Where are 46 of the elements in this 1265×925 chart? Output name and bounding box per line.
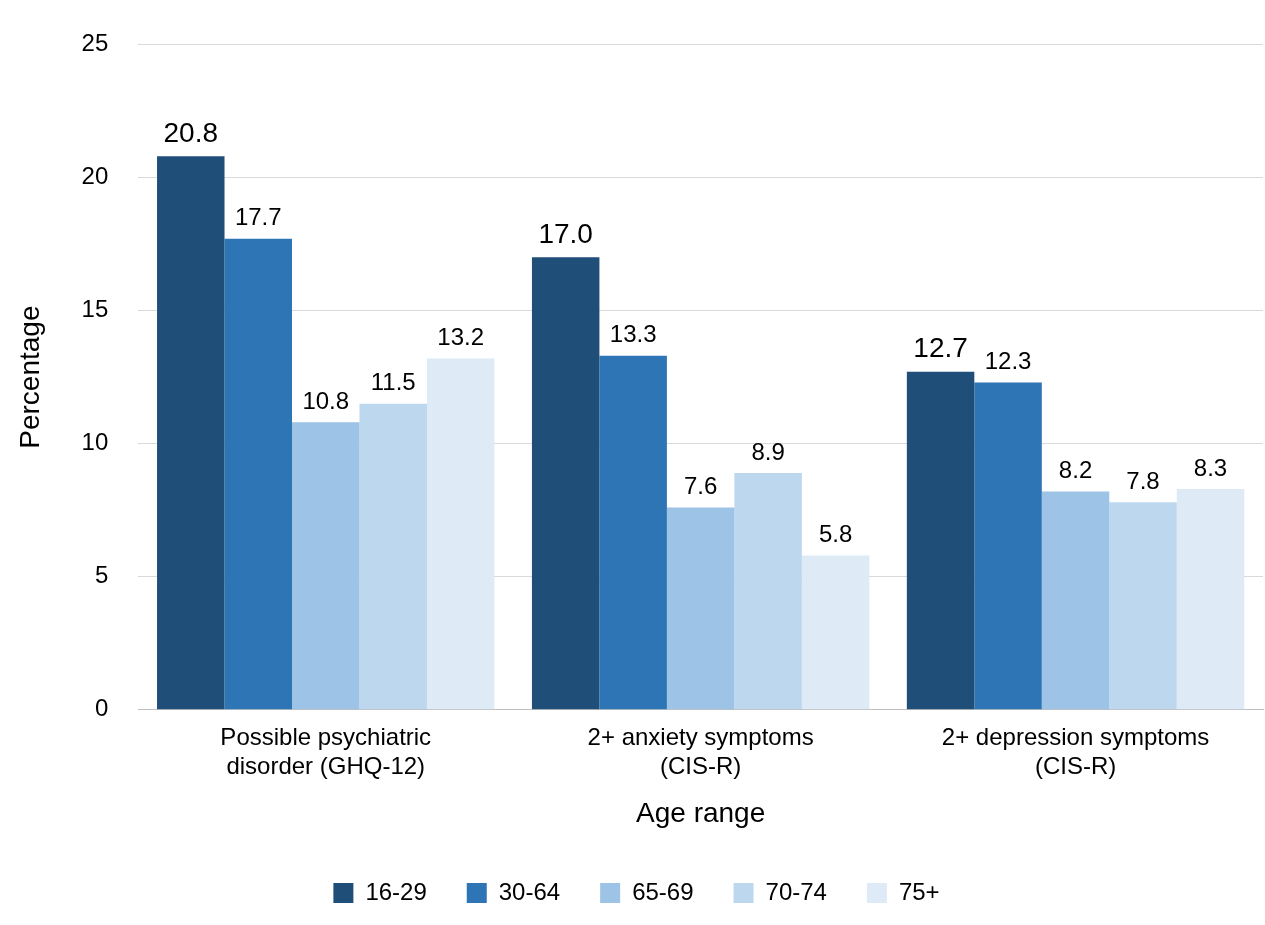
legend-label: 70-74 <box>765 877 827 905</box>
bar <box>1109 502 1177 710</box>
data-label: 12.7 <box>913 332 968 364</box>
bar <box>359 403 427 710</box>
data-label: 8.9 <box>751 437 785 465</box>
data-label: 8.2 <box>1058 456 1093 484</box>
bar <box>599 355 667 710</box>
bar <box>426 358 495 710</box>
bar <box>906 371 975 710</box>
x-tick-label: Possible psychiatric disorder (GHQ-12) <box>220 722 432 779</box>
x-axis-title: Age range <box>636 796 766 828</box>
data-label: 13.3 <box>609 320 657 348</box>
y-axis-title: Percentage <box>13 305 45 449</box>
data-label: 7.8 <box>1126 466 1160 494</box>
bar <box>801 555 870 710</box>
legend-label: 75+ <box>898 877 940 905</box>
data-label: 12.3 <box>984 347 1032 375</box>
bar <box>974 382 1042 710</box>
legend-label: 16-29 <box>365 877 427 905</box>
y-tick-label: 25 <box>81 29 109 57</box>
y-tick-label: 0 <box>94 694 109 722</box>
x-tick-label: 2+ depression symptoms (CIS-R) <box>941 722 1210 779</box>
bar <box>531 257 600 710</box>
bar <box>734 472 802 710</box>
data-label: 17.0 <box>538 218 593 250</box>
data-label: 20.8 <box>163 116 219 148</box>
bar <box>292 422 360 710</box>
data-label: 17.7 <box>234 203 282 231</box>
bar <box>224 238 293 710</box>
bar <box>1041 491 1110 710</box>
y-tick-label: 15 <box>81 295 109 323</box>
legend-label: 30-64 <box>498 877 561 905</box>
bar <box>666 507 735 710</box>
y-tick-label: 10 <box>81 428 109 456</box>
legend-label: 65-69 <box>632 877 694 905</box>
data-label: 8.3 <box>1193 453 1228 481</box>
x-tick-label: 2+ anxiety symptoms (CIS-R) <box>587 722 814 779</box>
data-label: 13.2 <box>437 323 485 351</box>
data-label: 7.6 <box>683 472 718 500</box>
y-tick-label: 20 <box>81 162 109 190</box>
data-label: 10.8 <box>302 386 350 414</box>
bar <box>157 156 225 710</box>
data-label: 11.5 <box>370 368 416 396</box>
data-label: 5.8 <box>818 520 853 548</box>
bar <box>1176 488 1245 710</box>
y-tick-label: 5 <box>94 561 109 589</box>
